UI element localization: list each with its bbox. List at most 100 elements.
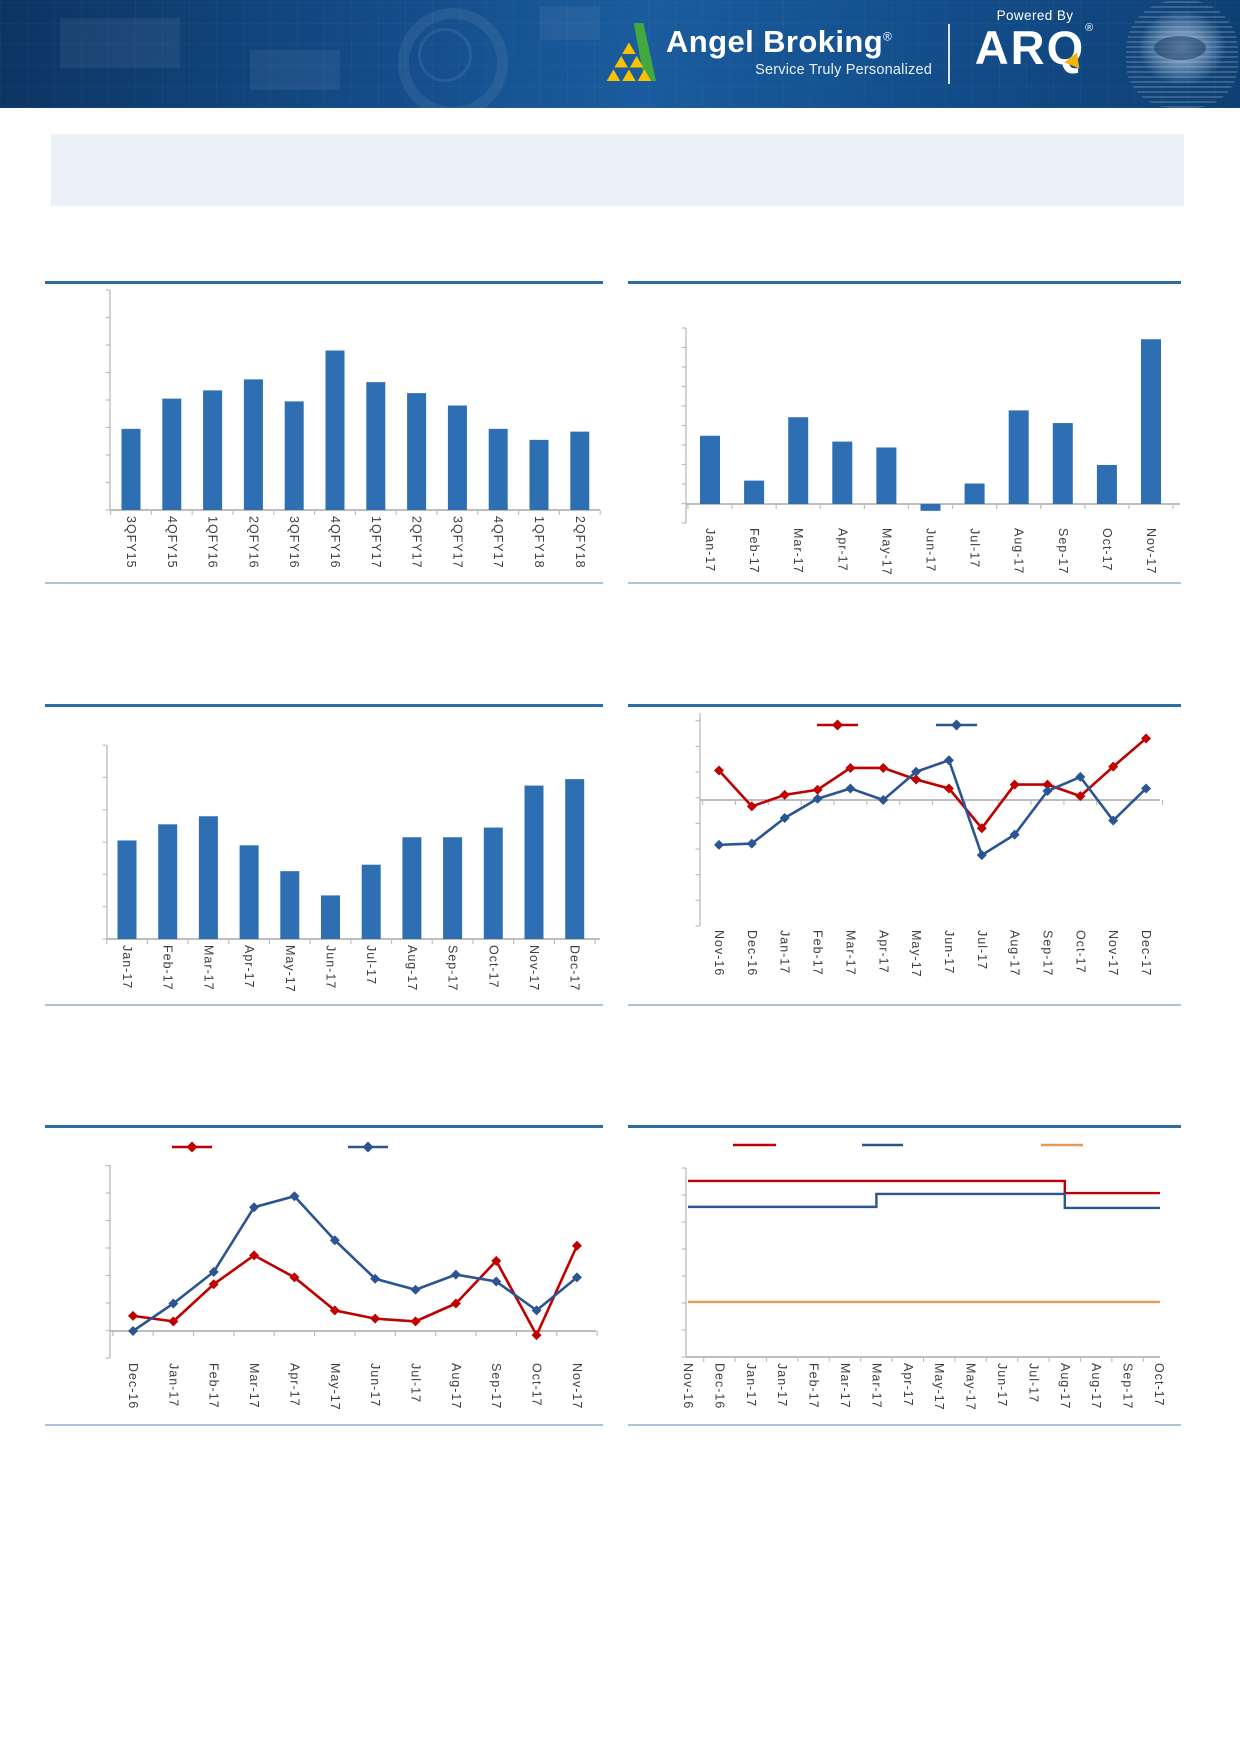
legend-marker bbox=[951, 719, 962, 731]
series-red-marker bbox=[208, 1279, 219, 1290]
series-red-marker bbox=[746, 801, 757, 812]
header-pattern bbox=[0, 0, 1240, 108]
bar-Oct-17 bbox=[483, 827, 503, 939]
series-navy-step-line bbox=[688, 1192, 1160, 1210]
header-decor-square bbox=[250, 50, 340, 90]
x-tick-label: May-17 bbox=[909, 930, 923, 978]
x-tick-label: Mar-17 bbox=[838, 1363, 852, 1409]
x-tick-label: Aug-17 bbox=[1089, 1363, 1103, 1409]
legend-marker bbox=[186, 1141, 198, 1153]
arq-logo: ARQ® bbox=[974, 21, 1096, 74]
chart-three-step-lines: Nov-16 Dec-16 Jan-17 Jan-17 Feb-17 Mar-17 Mar-… bbox=[681, 1143, 1166, 1411]
bar-Aug-17 bbox=[1008, 410, 1029, 504]
x-tick-label: May-17 bbox=[964, 1363, 978, 1411]
series-navy-marker bbox=[878, 795, 889, 805]
y-axis bbox=[105, 289, 111, 511]
bar-Aug-17 bbox=[402, 837, 422, 939]
series-red-line bbox=[132, 1245, 579, 1339]
bar-1QFY17 bbox=[366, 382, 386, 510]
section-divider bbox=[628, 704, 1181, 707]
x-tick-label: 2QFY16 bbox=[246, 516, 260, 569]
x-tick-label: 1QFY16 bbox=[206, 516, 220, 569]
x-tick-label: Feb-17 bbox=[161, 945, 175, 991]
series-red-marker bbox=[370, 1313, 381, 1324]
series-red-line bbox=[718, 737, 1147, 831]
bar-4QFY15 bbox=[162, 398, 182, 510]
chart-quarterly-bar: 3QFY15 4QFY15 1QFY16 2QFY16 3QFY16 4QFY16 1QFY… bbox=[105, 289, 601, 569]
robot-head-graphic bbox=[1126, 0, 1238, 108]
x-tick-label: 1QFY18 bbox=[532, 516, 546, 569]
series-red-marker bbox=[289, 1272, 300, 1283]
x-tick-label: Apr-17 bbox=[901, 1363, 915, 1407]
x-tick-label: 3QFY15 bbox=[124, 516, 138, 569]
series-red-marker bbox=[450, 1298, 461, 1309]
bar-1QFY16 bbox=[203, 390, 223, 510]
x-tick-label: Aug-17 bbox=[1012, 528, 1026, 574]
bar-Jun-17 bbox=[321, 895, 340, 939]
series-navy-marker bbox=[370, 1273, 381, 1284]
x-tick-label: Dec-16 bbox=[745, 930, 759, 976]
bar-2QFY17 bbox=[407, 393, 427, 510]
x-tick-label: May-17 bbox=[932, 1363, 946, 1411]
section-underline bbox=[45, 1424, 603, 1426]
arq-block: Powered By ARQ® bbox=[962, 8, 1108, 74]
series-navy-marker bbox=[714, 839, 724, 850]
x-tick-label: Jul-17 bbox=[975, 930, 989, 970]
x-tick-label: Sep-17 bbox=[1056, 528, 1070, 574]
x-tick-label: Nov-16 bbox=[712, 930, 726, 976]
series-navy-marker bbox=[911, 766, 922, 777]
x-tick-label: Feb-17 bbox=[807, 1363, 821, 1409]
bar-Mar-17 bbox=[198, 816, 218, 939]
bar-1QFY18 bbox=[529, 439, 549, 510]
x-tick-label: Aug-17 bbox=[449, 1363, 463, 1409]
series-red-marker bbox=[1009, 779, 1020, 790]
header-decor-ring bbox=[418, 28, 472, 82]
x-tick-label: 3QFY17 bbox=[450, 516, 464, 569]
x-tick-label: Oct-17 bbox=[486, 945, 500, 989]
x-tick-label: May-17 bbox=[283, 945, 297, 993]
section-divider bbox=[45, 281, 603, 284]
x-tick-label: Jul-17 bbox=[364, 945, 378, 985]
bar-3QFY15 bbox=[121, 428, 141, 510]
series-red-marker bbox=[1141, 733, 1152, 744]
x-tick-label: Dec-17 bbox=[568, 945, 582, 991]
series-red-marker bbox=[531, 1330, 542, 1341]
series-navy-marker bbox=[128, 1326, 138, 1336]
x-tick-label: Jan-17 bbox=[166, 1363, 180, 1407]
chart-monthly-bar-1: Jan-17 Feb-17 Mar-17 Apr-17 May-17 Jun-17 Jul-… bbox=[681, 327, 1180, 576]
bar-Apr-17 bbox=[832, 441, 853, 504]
series-navy-line bbox=[718, 758, 1147, 858]
bar-Jul-17 bbox=[964, 483, 985, 504]
x-tick-label: Feb-17 bbox=[747, 528, 761, 574]
x-tick-label: Jan-17 bbox=[703, 528, 717, 572]
bar-4QFY16 bbox=[325, 350, 345, 510]
series-navy-marker bbox=[746, 838, 757, 849]
section-underline bbox=[628, 582, 1181, 584]
bar-3QFY16 bbox=[284, 401, 304, 510]
x-tick-label: Oct-17 bbox=[1073, 930, 1087, 974]
x-tick-label: Jan-17 bbox=[778, 930, 792, 974]
series-red-marker bbox=[249, 1250, 260, 1261]
series-navy-marker bbox=[571, 1272, 582, 1283]
section-divider bbox=[628, 1125, 1181, 1128]
x-tick-label: Aug-17 bbox=[405, 945, 419, 991]
chart-two-line-oscillating: Nov-16 Dec-16 Jan-17 Feb-17 Mar-17 Apr-17 May-… bbox=[695, 713, 1164, 978]
x-tick-label: Nov-16 bbox=[681, 1363, 695, 1409]
legend-marker bbox=[362, 1141, 374, 1153]
x-tick-label: May-17 bbox=[879, 528, 893, 576]
x-tick-label: Sep-17 bbox=[446, 945, 460, 991]
bar-May-17 bbox=[280, 871, 300, 939]
x-tick-label: Sep-17 bbox=[489, 1363, 503, 1409]
series-red-marker bbox=[911, 774, 922, 785]
x-tick-label: Nov-17 bbox=[1106, 930, 1120, 976]
y-axis bbox=[681, 327, 687, 524]
x-tick-label: Jan-17 bbox=[775, 1363, 789, 1407]
header-banner: Angel Broking® Service Truly Personalize… bbox=[0, 0, 1240, 118]
series-red-marker bbox=[943, 783, 954, 794]
x-tick-label: Apr-17 bbox=[287, 1363, 301, 1407]
series-navy-marker bbox=[531, 1305, 542, 1316]
bar-Mar-17 bbox=[788, 417, 809, 504]
bar-Oct-17 bbox=[1096, 465, 1117, 504]
series-navy-line bbox=[132, 1194, 578, 1333]
